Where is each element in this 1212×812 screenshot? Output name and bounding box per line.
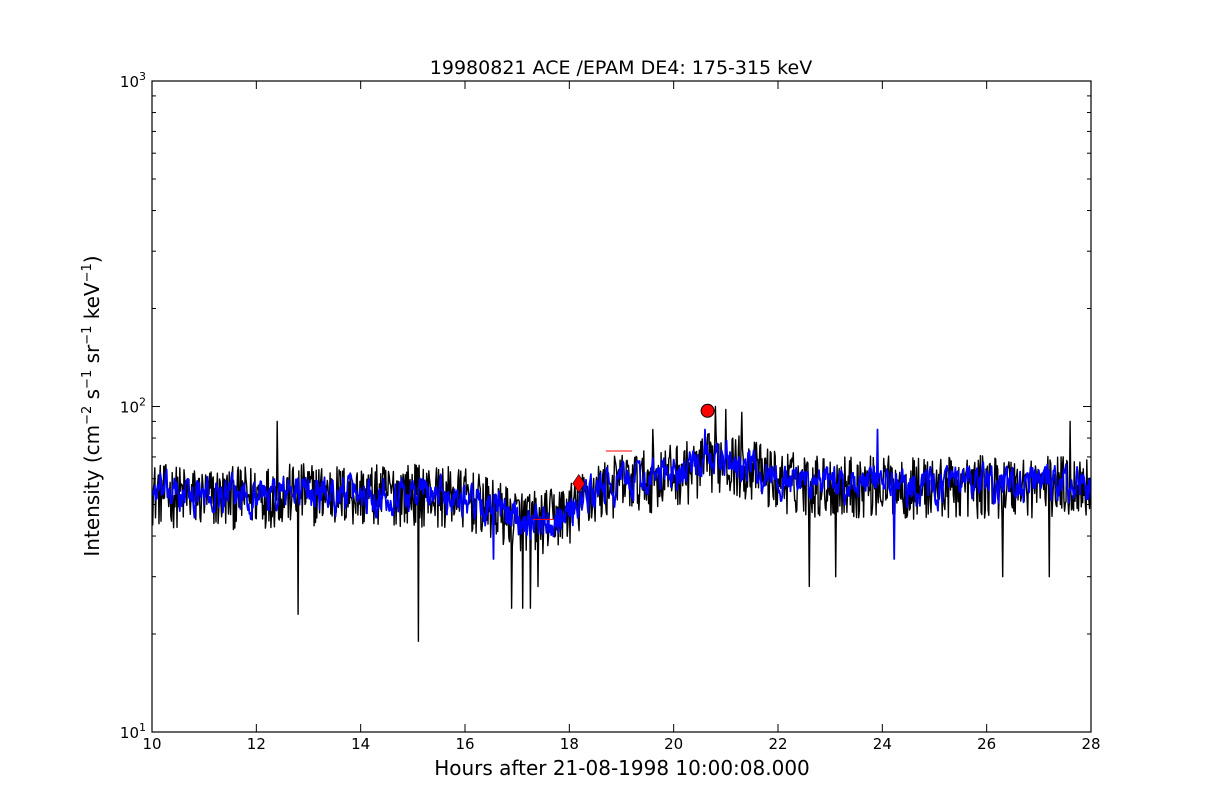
onset-marker-diamond bbox=[572, 473, 586, 494]
y-tick-labels: 101 102 103 bbox=[120, 70, 146, 742]
series-smoothed-line bbox=[152, 428, 1091, 560]
y-axis-label-exp4: −1 bbox=[80, 263, 95, 282]
y-axis-label-exp3: −1 bbox=[80, 326, 95, 345]
y-axis-label-s: s bbox=[80, 389, 104, 406]
plot-area bbox=[152, 405, 1091, 642]
x-tick-label: 12 bbox=[247, 735, 266, 753]
y-tick-label: 101 bbox=[120, 721, 146, 742]
x-tick-label: 16 bbox=[455, 735, 474, 753]
peak-marker-circle bbox=[700, 403, 715, 418]
x-tick-label: 10 bbox=[142, 735, 161, 753]
y-axis-label-close: ) bbox=[80, 255, 104, 263]
y-axis-label-exp2: −1 bbox=[80, 370, 95, 389]
x-tick-label: 26 bbox=[977, 735, 996, 753]
y-axis-label-exp1: −2 bbox=[80, 406, 95, 425]
x-tick-label: 20 bbox=[664, 735, 683, 753]
x-tick-label: 24 bbox=[873, 735, 892, 753]
x-tick-label: 28 bbox=[1081, 735, 1100, 753]
x-tick-label: 18 bbox=[560, 735, 579, 753]
chart-title: 19980821 ACE /EPAM DE4: 175-315 keV bbox=[430, 57, 812, 79]
axis-ticks bbox=[151, 80, 1092, 733]
x-tick-labels: 10 12 14 16 18 20 22 24 26 28 bbox=[142, 735, 1100, 753]
series-layer bbox=[152, 405, 1091, 642]
y-tick-label: 103 bbox=[120, 70, 146, 91]
y-axis-label-kev: keV bbox=[80, 282, 104, 326]
x-tick-label: 14 bbox=[351, 735, 370, 753]
y-axis-label-sr: sr bbox=[80, 344, 104, 370]
y-axis-label-text: Intensity (cm bbox=[80, 425, 104, 557]
x-tick-label: 22 bbox=[768, 735, 787, 753]
markers-layer bbox=[532, 403, 715, 520]
x-axis-label: Hours after 21-08-1998 10:00:08.000 bbox=[434, 756, 810, 780]
y-tick-label: 102 bbox=[120, 396, 146, 417]
y-axis-label: Intensity (cm−2 s−1 sr−1 keV−1) bbox=[80, 255, 104, 556]
